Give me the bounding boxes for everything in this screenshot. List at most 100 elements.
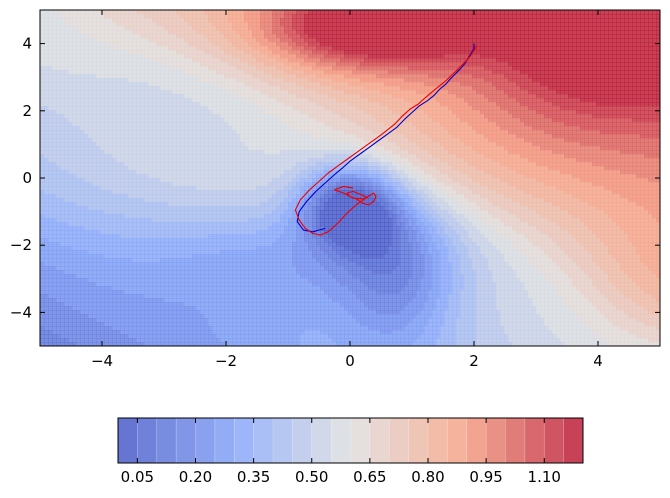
contour-cell <box>592 98 597 103</box>
contour-cell <box>372 94 377 99</box>
contour-cell <box>160 106 165 111</box>
contour-cell <box>560 134 565 139</box>
contour-cell <box>156 18 161 23</box>
contour-cell <box>348 42 353 47</box>
contour-cell <box>636 82 641 87</box>
contour-cell <box>264 50 269 55</box>
contour-cell <box>628 134 633 139</box>
contour-cell <box>632 98 637 103</box>
contour-cell <box>524 14 529 19</box>
contour-cell <box>500 134 505 139</box>
contour-cell <box>172 22 177 27</box>
contour-cell <box>48 114 53 119</box>
contour-cell <box>148 74 153 79</box>
contour-cell <box>108 138 113 143</box>
contour-cell <box>636 10 641 15</box>
contour-cell <box>600 86 605 91</box>
contour-cell <box>520 54 525 59</box>
contour-cell <box>136 26 141 31</box>
contour-cell <box>376 34 381 39</box>
contour-cell <box>556 74 561 79</box>
contour-cell <box>220 26 225 31</box>
contour-cell <box>412 110 417 115</box>
contour-cell <box>624 42 629 47</box>
contour-cell <box>260 70 265 75</box>
contour-cell <box>432 86 437 91</box>
contour-cell <box>640 38 645 43</box>
contour-cell <box>332 10 337 15</box>
contour-cell <box>584 22 589 27</box>
contour-cell <box>420 106 425 111</box>
contour-cell <box>44 62 49 67</box>
contour-cell <box>492 78 497 83</box>
contour-cell <box>568 86 573 91</box>
contour-cell <box>624 110 629 115</box>
contour-cell <box>88 18 93 23</box>
contour-cell <box>356 22 361 27</box>
contour-cell <box>340 18 345 23</box>
contour-cell <box>320 130 325 135</box>
contour-cell <box>132 110 137 115</box>
contour-cell <box>304 18 309 23</box>
contour-cell <box>256 114 261 119</box>
contour-cell <box>192 106 197 111</box>
contour-cell <box>528 10 533 15</box>
contour-cell <box>416 94 421 99</box>
contour-cell <box>648 66 653 71</box>
contour-cell <box>336 130 341 135</box>
contour-cell <box>384 102 389 107</box>
contour-cell <box>272 90 277 95</box>
contour-cell <box>316 34 321 39</box>
contour-cell <box>488 62 493 67</box>
contour-cell <box>196 122 201 127</box>
contour-cell <box>372 122 377 127</box>
contour-cell <box>488 82 493 87</box>
contour-cell <box>476 18 481 23</box>
contour-cell <box>356 18 361 23</box>
contour-cell <box>512 102 517 107</box>
contour-cell <box>388 34 393 39</box>
contour-cell <box>388 46 393 51</box>
contour-cell <box>80 62 85 67</box>
contour-cell <box>540 110 545 115</box>
contour-cell <box>320 66 325 71</box>
contour-cell <box>564 18 569 23</box>
contour-cell <box>52 14 57 19</box>
contour-cell <box>176 86 181 91</box>
contour-cell <box>248 122 253 127</box>
contour-cell <box>276 122 281 127</box>
contour-cell <box>316 62 321 67</box>
contour-cell <box>196 102 201 107</box>
contour-cell <box>628 14 633 19</box>
contour-cell <box>444 86 449 91</box>
contour-cell <box>272 86 277 91</box>
contour-cell <box>352 66 357 71</box>
contour-cell <box>488 86 493 91</box>
contour-cell <box>372 30 377 35</box>
contour-cell <box>184 110 189 115</box>
contour-cell <box>40 94 45 99</box>
contour-cell <box>320 42 325 47</box>
contour-cell <box>160 22 165 27</box>
contour-cell <box>548 26 553 31</box>
contour-cell <box>428 46 433 51</box>
contour-cell <box>160 62 165 67</box>
contour-cell <box>76 22 81 27</box>
contour-cell <box>396 86 401 91</box>
contour-cell <box>84 110 89 115</box>
contour-cell <box>220 78 225 83</box>
contour-cell <box>180 114 185 119</box>
contour-cell <box>288 94 293 99</box>
contour-cell <box>140 94 145 99</box>
contour-cell <box>180 14 185 19</box>
contour-cell <box>448 22 453 27</box>
contour-cell <box>412 78 417 83</box>
contour-cell <box>444 18 449 23</box>
contour-cell <box>592 126 597 131</box>
contour-cell <box>204 118 209 123</box>
contour-cell <box>432 102 437 107</box>
contour-cell <box>604 134 609 139</box>
contour-cell <box>656 90 660 95</box>
contour-cell <box>416 54 421 59</box>
contour-cell <box>604 130 609 135</box>
